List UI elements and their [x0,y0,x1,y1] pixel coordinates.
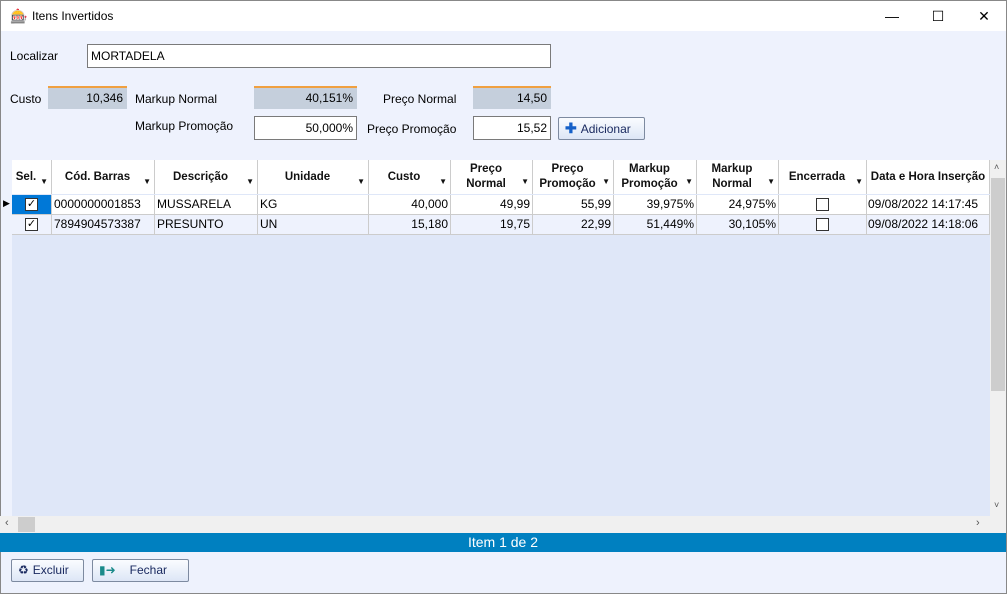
maximize-button[interactable]: ☐ [931,8,945,24]
column-header-encerrada[interactable]: Encerrada ▼ [779,160,867,194]
filter-dropdown-icon[interactable]: ▼ [439,177,447,186]
cell-data[interactable]: 09/08/2022 14:18:06 [867,215,990,235]
column-header-label: Data e Hora Inserção [870,170,986,183]
preco-normal-label: Preço Normal [383,92,457,106]
cell-preco_promocao[interactable]: 55,99 [533,195,614,215]
column-header-custo[interactable]: Custo ▼ [369,160,451,194]
cell-markup_promocao[interactable]: 39,975% [614,195,697,215]
status-bar: Item 1 de 2 [0,533,1006,552]
cell-sel[interactable]: ✓ [12,215,52,235]
adicionar-button[interactable]: ✚ Adicionar [558,117,645,140]
column-header-preco_normal[interactable]: Preço Normal ▼ [451,160,533,194]
search-input[interactable]: MORTADELA [87,44,551,68]
scroll-right-icon[interactable]: › [976,517,980,529]
column-header-label: Unidade [284,170,331,183]
cell-markup_promocao[interactable]: 51,449% [614,215,697,235]
items-grid: Sel. ▼ Cód. Barras ▼ Descrição ▼ Unidade ▼ Custo… [3,160,990,516]
column-header-markup_promocao[interactable]: Markup Promoção ▼ [614,160,697,194]
cell-descricao[interactable]: PRESUNTO [155,215,258,235]
adicionar-label: Adicionar [580,122,631,136]
column-header-descricao[interactable]: Descrição ▼ [155,160,258,194]
preco-promocao-label: Preço Promoção [367,122,457,136]
filter-dropdown-icon[interactable]: ▼ [143,177,151,186]
cell-unidade[interactable]: UN [258,215,369,235]
app-icon: 🎰 [10,8,28,24]
scroll-down-icon[interactable]: ˅ [994,500,1000,510]
column-header-data[interactable]: Data e Hora Inserção [867,160,990,194]
filter-dropdown-icon[interactable]: ▼ [685,177,693,186]
column-header-label: Descrição [173,170,228,183]
filter-dropdown-icon[interactable]: ▼ [357,177,365,186]
encerrada-checkbox[interactable] [816,218,829,232]
column-header-label: Preço Normal [466,163,506,190]
current-row-indicator-icon: ▶ [3,198,10,208]
plus-icon: ✚ [565,120,577,136]
preco-promocao-input[interactable]: 15,52 [473,116,551,140]
preco-normal-field: 14,50 [473,86,551,109]
column-header-unidade[interactable]: Unidade ▼ [258,160,369,194]
column-header-label: Preço Promoção [539,163,596,190]
cell-codigo[interactable]: 7894904573387 [52,215,155,235]
scroll-thumb[interactable] [991,178,1005,391]
markup-promocao-label: Markup Promoção [135,119,234,133]
cell-sel[interactable]: ✓ [12,195,52,215]
cell-codigo[interactable]: 0000000001853 [52,195,155,215]
markup-promocao-input[interactable]: 50,000% [254,116,357,140]
markup-normal-field: 40,151% [254,86,357,109]
cell-encerrada[interactable] [779,215,867,235]
cell-data[interactable]: 09/08/2022 14:17:45 [867,195,990,215]
cell-preco_normal[interactable]: 19,75 [451,215,533,235]
cell-preco_normal[interactable]: 49,99 [451,195,533,215]
column-header-label: Cód. Barras [64,170,131,183]
column-header-preco_promocao[interactable]: Preço Promoção ▼ [533,160,614,194]
recycle-bin-icon: ♻ [18,563,29,577]
column-header-sel[interactable]: Sel. ▼ [12,160,52,194]
column-header-label: Encerrada [788,170,846,183]
filter-dropdown-icon[interactable]: ▼ [521,177,529,186]
filter-dropdown-icon[interactable]: ▼ [767,177,775,186]
search-label: Localizar [10,49,59,63]
title-bar: 🎰 Itens Invertidos — ☐ ✕ [0,0,1007,31]
select-checkbox[interactable]: ✓ [25,218,38,232]
column-header-markup_normal[interactable]: Markup Normal ▼ [697,160,779,194]
column-header-label: Markup Promoção [621,163,678,190]
scroll-up-icon[interactable]: ˄ [994,162,1000,172]
encerrada-checkbox[interactable] [816,198,829,212]
filter-dropdown-icon[interactable]: ▼ [40,177,48,186]
cell-descricao[interactable]: MUSSARELA [155,195,258,215]
cell-custo[interactable]: 40,000 [369,195,451,215]
window-title: Itens Invertidos [32,9,114,23]
select-checkbox[interactable]: ✓ [25,198,38,212]
custo-label: Custo [10,92,42,106]
close-button[interactable]: ✕ [978,8,990,24]
scroll-left-icon[interactable]: ‹ [5,517,9,529]
horizontal-scrollbar[interactable]: ‹ › [0,516,1006,533]
column-header-label: Sel. [15,170,37,183]
cell-encerrada[interactable] [779,195,867,215]
filter-dropdown-icon[interactable]: ▼ [855,177,863,186]
excluir-button[interactable]: ♻ Excluir [11,559,84,582]
column-header-label: Markup Normal [711,163,753,190]
fechar-button[interactable]: ▮➜ Fechar [92,559,189,582]
fechar-label: Fechar [129,563,168,577]
filter-dropdown-icon[interactable]: ▼ [246,177,254,186]
column-header-label: Custo [387,170,421,183]
cell-preco_promocao[interactable]: 22,99 [533,215,614,235]
excluir-label: Excluir [32,563,69,577]
markup-normal-label: Markup Normal [135,92,218,106]
minimize-button[interactable]: — [885,8,899,24]
cell-markup_normal[interactable]: 24,975% [697,195,779,215]
column-header-codigo[interactable]: Cód. Barras ▼ [52,160,155,194]
cell-custo[interactable]: 15,180 [369,215,451,235]
filter-dropdown-icon[interactable]: ▼ [602,177,610,186]
exit-door-icon: ▮➜ [99,563,116,577]
custo-field: 10,346 [48,86,127,109]
hscroll-thumb[interactable] [18,517,35,532]
vertical-scrollbar[interactable]: ˄ ˅ [990,160,1006,516]
cell-unidade[interactable]: KG [258,195,369,215]
cell-markup_normal[interactable]: 30,105% [697,215,779,235]
